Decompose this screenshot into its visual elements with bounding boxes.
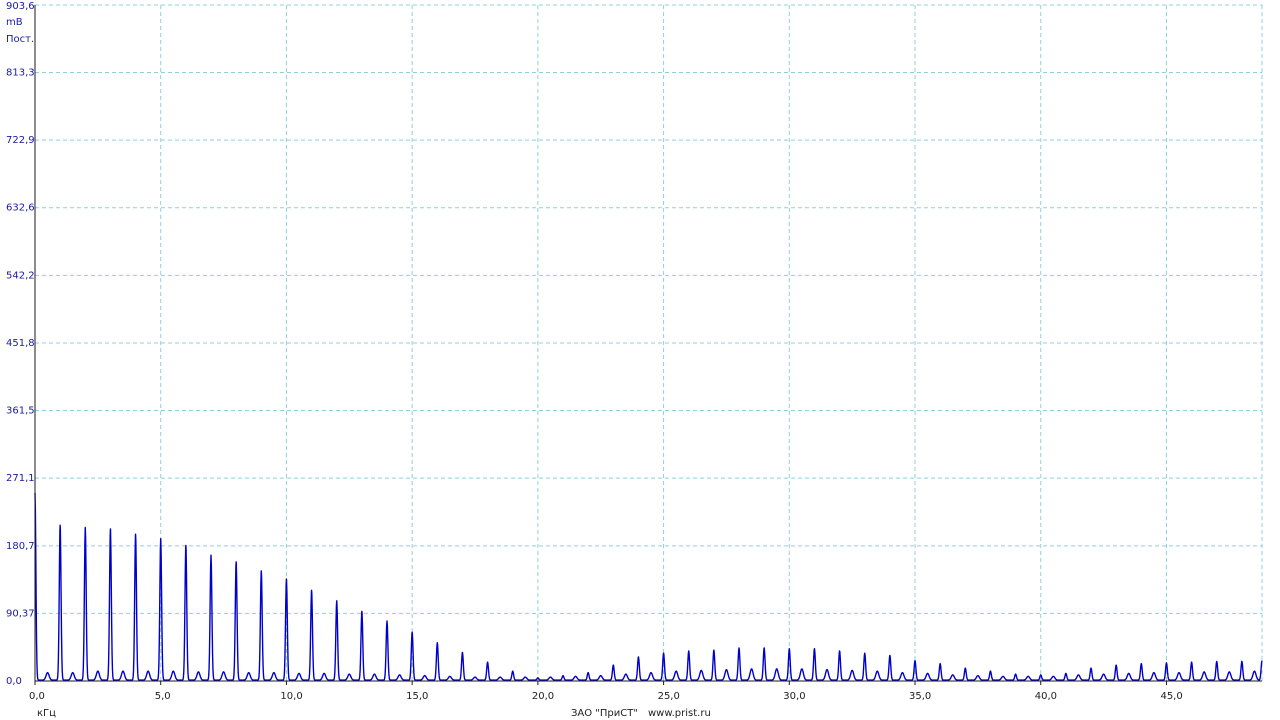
y-tick-label: 542,2 [6,270,35,281]
x-tick-label: 45,0 [1160,691,1182,702]
x-tick-label: 30,0 [783,691,805,702]
y-tick-label: 813,3 [6,68,35,79]
spectrum-trace [34,493,1263,681]
y-tick-label: 361,5 [6,406,35,417]
y-tick-label: 451,8 [6,338,35,349]
x-tick-label: 15,0 [406,691,428,702]
y-tick-label: 0,0 [6,676,22,687]
x-tick-label: 10,0 [280,691,302,702]
y-tick-label: 903,6 [6,1,35,12]
x-tick-labels: 0,0 5,0 10,0 15,0 20,0 25,0 30,0 35,0 40,0 45,0 [29,681,1183,702]
y-mode-label: Пост. [6,34,34,45]
x-tick-label: 0,0 [29,691,45,702]
x-tick-label: 25,0 [658,691,680,702]
y-tick-label: 271,1 [6,473,35,484]
footer-company: ЗАО "ПриСТ" [571,708,638,719]
y-tick-label: 632,6 [6,203,35,214]
x-unit-label: кГц [37,708,56,719]
y-tick-label: 90,37 [6,608,35,619]
y-tick-label: 722,9 [6,135,35,146]
x-tick-label: 40,0 [1035,691,1057,702]
footer-website: www.prist.ru [648,708,711,719]
x-tick-label: 35,0 [909,691,931,702]
grid-layer [35,4,1263,681]
x-tick-label: 5,0 [155,691,171,702]
y-tick-label: 180,7 [6,541,35,552]
x-tick-label: 20,0 [532,691,554,702]
y-tick-labels: 0,0 90,37 180,7 271,1 361,5 451,8 542,2 632,6 72… [6,1,35,687]
y-unit-label: mB [6,17,23,28]
